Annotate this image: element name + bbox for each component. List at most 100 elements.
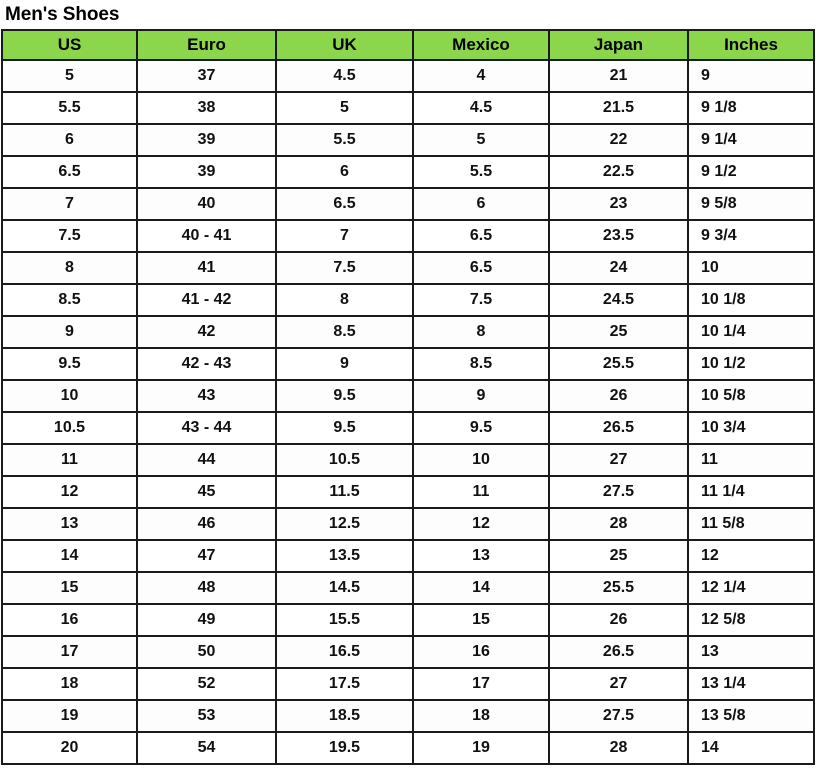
table-row: 12 45 11.5 11 27.5 11 1/4 xyxy=(1,477,815,509)
cell-inches: 11 1/4 xyxy=(689,477,815,509)
table-row: 7 40 6.5 6 23 9 5/8 xyxy=(1,189,815,221)
cell-japan: 21.5 xyxy=(550,93,689,125)
cell-euro: 39 xyxy=(138,157,277,189)
table-row: 5.5 38 5 4.5 21.5 9 1/8 xyxy=(1,93,815,125)
table-row: 10.5 43 - 44 9.5 9.5 26.5 10 3/4 xyxy=(1,413,815,445)
table-row: 19 53 18.5 18 27.5 13 5/8 xyxy=(1,701,815,733)
cell-inches: 9 xyxy=(689,61,815,93)
cell-mexico: 19 xyxy=(414,733,550,765)
table-row: 13 46 12.5 12 28 11 5/8 xyxy=(1,509,815,541)
table-row: 14 47 13.5 13 25 12 xyxy=(1,541,815,573)
cell-uk: 9.5 xyxy=(277,381,414,413)
cell-mexico: 5 xyxy=(414,125,550,157)
cell-japan: 27 xyxy=(550,669,689,701)
cell-uk: 8.5 xyxy=(277,317,414,349)
cell-japan: 22 xyxy=(550,125,689,157)
cell-mexico: 6.5 xyxy=(414,221,550,253)
cell-mexico: 10 xyxy=(414,445,550,477)
cell-euro: 44 xyxy=(138,445,277,477)
cell-inches: 10 1/4 xyxy=(689,317,815,349)
cell-mexico: 5.5 xyxy=(414,157,550,189)
cell-inches: 9 1/4 xyxy=(689,125,815,157)
cell-us: 16 xyxy=(1,605,138,637)
table-header-row: US Euro UK Mexico Japan Inches xyxy=(1,29,815,61)
cell-us: 9.5 xyxy=(1,349,138,381)
column-header-mexico: Mexico xyxy=(414,29,550,61)
cell-euro: 42 xyxy=(138,317,277,349)
cell-inches: 9 1/2 xyxy=(689,157,815,189)
cell-inches: 13 xyxy=(689,637,815,669)
cell-us: 7.5 xyxy=(1,221,138,253)
cell-euro: 43 xyxy=(138,381,277,413)
table-row: 5 37 4.5 4 21 9 xyxy=(1,61,815,93)
cell-uk: 9.5 xyxy=(277,413,414,445)
cell-euro: 38 xyxy=(138,93,277,125)
cell-uk: 17.5 xyxy=(277,669,414,701)
cell-inches: 13 1/4 xyxy=(689,669,815,701)
cell-us: 17 xyxy=(1,637,138,669)
column-header-uk: UK xyxy=(277,29,414,61)
cell-inches: 14 xyxy=(689,733,815,765)
cell-japan: 24 xyxy=(550,253,689,285)
table-header: US Euro UK Mexico Japan Inches xyxy=(1,29,815,61)
cell-euro: 50 xyxy=(138,637,277,669)
cell-inches: 10 xyxy=(689,253,815,285)
cell-euro: 48 xyxy=(138,573,277,605)
cell-euro: 41 xyxy=(138,253,277,285)
cell-uk: 18.5 xyxy=(277,701,414,733)
cell-mexico: 9.5 xyxy=(414,413,550,445)
cell-japan: 26.5 xyxy=(550,413,689,445)
cell-uk: 6.5 xyxy=(277,189,414,221)
cell-uk: 8 xyxy=(277,285,414,317)
cell-inches: 10 1/8 xyxy=(689,285,815,317)
cell-euro: 43 - 44 xyxy=(138,413,277,445)
cell-us: 12 xyxy=(1,477,138,509)
cell-mexico: 13 xyxy=(414,541,550,573)
cell-euro: 46 xyxy=(138,509,277,541)
cell-mexico: 4 xyxy=(414,61,550,93)
cell-mexico: 9 xyxy=(414,381,550,413)
cell-us: 20 xyxy=(1,733,138,765)
cell-japan: 27.5 xyxy=(550,701,689,733)
cell-mexico: 4.5 xyxy=(414,93,550,125)
cell-uk: 14.5 xyxy=(277,573,414,605)
cell-japan: 25 xyxy=(550,541,689,573)
cell-inches: 10 1/2 xyxy=(689,349,815,381)
cell-us: 9 xyxy=(1,317,138,349)
cell-mexico: 17 xyxy=(414,669,550,701)
cell-inches: 11 xyxy=(689,445,815,477)
column-header-euro: Euro xyxy=(138,29,277,61)
cell-uk: 9 xyxy=(277,349,414,381)
cell-mexico: 6 xyxy=(414,189,550,221)
cell-japan: 26 xyxy=(550,381,689,413)
cell-euro: 49 xyxy=(138,605,277,637)
table-row: 6 39 5.5 5 22 9 1/4 xyxy=(1,125,815,157)
cell-euro: 53 xyxy=(138,701,277,733)
table-row: 8.5 41 - 42 8 7.5 24.5 10 1/8 xyxy=(1,285,815,317)
cell-uk: 12.5 xyxy=(277,509,414,541)
cell-inches: 9 5/8 xyxy=(689,189,815,221)
cell-mexico: 6.5 xyxy=(414,253,550,285)
table-row: 10 43 9.5 9 26 10 5/8 xyxy=(1,381,815,413)
cell-mexico: 8.5 xyxy=(414,349,550,381)
cell-us: 18 xyxy=(1,669,138,701)
cell-us: 6 xyxy=(1,125,138,157)
cell-japan: 25.5 xyxy=(550,349,689,381)
page-title: Men's Shoes xyxy=(5,4,120,25)
cell-euro: 47 xyxy=(138,541,277,573)
cell-inches: 11 5/8 xyxy=(689,509,815,541)
size-conversion-table: US Euro UK Mexico Japan Inches 5 37 4.5 4 21… xyxy=(1,29,815,765)
cell-uk: 15.5 xyxy=(277,605,414,637)
cell-uk: 7 xyxy=(277,221,414,253)
cell-euro: 45 xyxy=(138,477,277,509)
size-table-container: US Euro UK Mexico Japan Inches 5 37 4.5 4 21… xyxy=(0,29,816,765)
cell-us: 14 xyxy=(1,541,138,573)
table-row: 6.5 39 6 5.5 22.5 9 1/2 xyxy=(1,157,815,189)
cell-mexico: 7.5 xyxy=(414,285,550,317)
cell-euro: 40 xyxy=(138,189,277,221)
cell-euro: 39 xyxy=(138,125,277,157)
table-row: 9 42 8.5 8 25 10 1/4 xyxy=(1,317,815,349)
cell-us: 5 xyxy=(1,61,138,93)
cell-japan: 24.5 xyxy=(550,285,689,317)
